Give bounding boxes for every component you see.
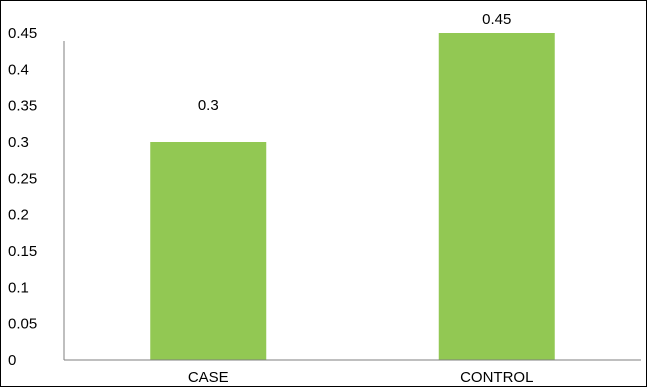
bars-group	[150, 33, 555, 360]
data-label-case: 0.3	[198, 97, 219, 114]
y-tick-label: 0.05	[8, 316, 37, 333]
y-tick-label: 0.2	[8, 207, 29, 224]
data-labels-group: 0.3 0.45	[198, 11, 512, 114]
y-tick-label: 0.35	[8, 98, 37, 115]
x-axis-labels: CASE CONTROL	[188, 369, 534, 386]
y-axis-ticks: 0 0.05 0.1 0.15 0.2 0.25 0.3 0.35 0.4 0.45	[8, 25, 37, 369]
y-tick-label: 0.45	[8, 25, 37, 42]
y-tick-label: 0.25	[8, 170, 37, 187]
y-tick-label: 0.3	[8, 134, 29, 151]
x-tick-label-control: CONTROL	[460, 369, 533, 386]
data-label-control: 0.45	[482, 11, 511, 28]
y-tick-label: 0	[8, 352, 16, 369]
bar-control	[438, 33, 555, 360]
y-tick-label: 0.1	[8, 279, 29, 296]
y-tick-label: 0.4	[8, 61, 29, 78]
x-tick-label-case: CASE	[188, 369, 229, 386]
y-tick-label: 0.15	[8, 243, 37, 260]
bar-case	[150, 142, 267, 360]
